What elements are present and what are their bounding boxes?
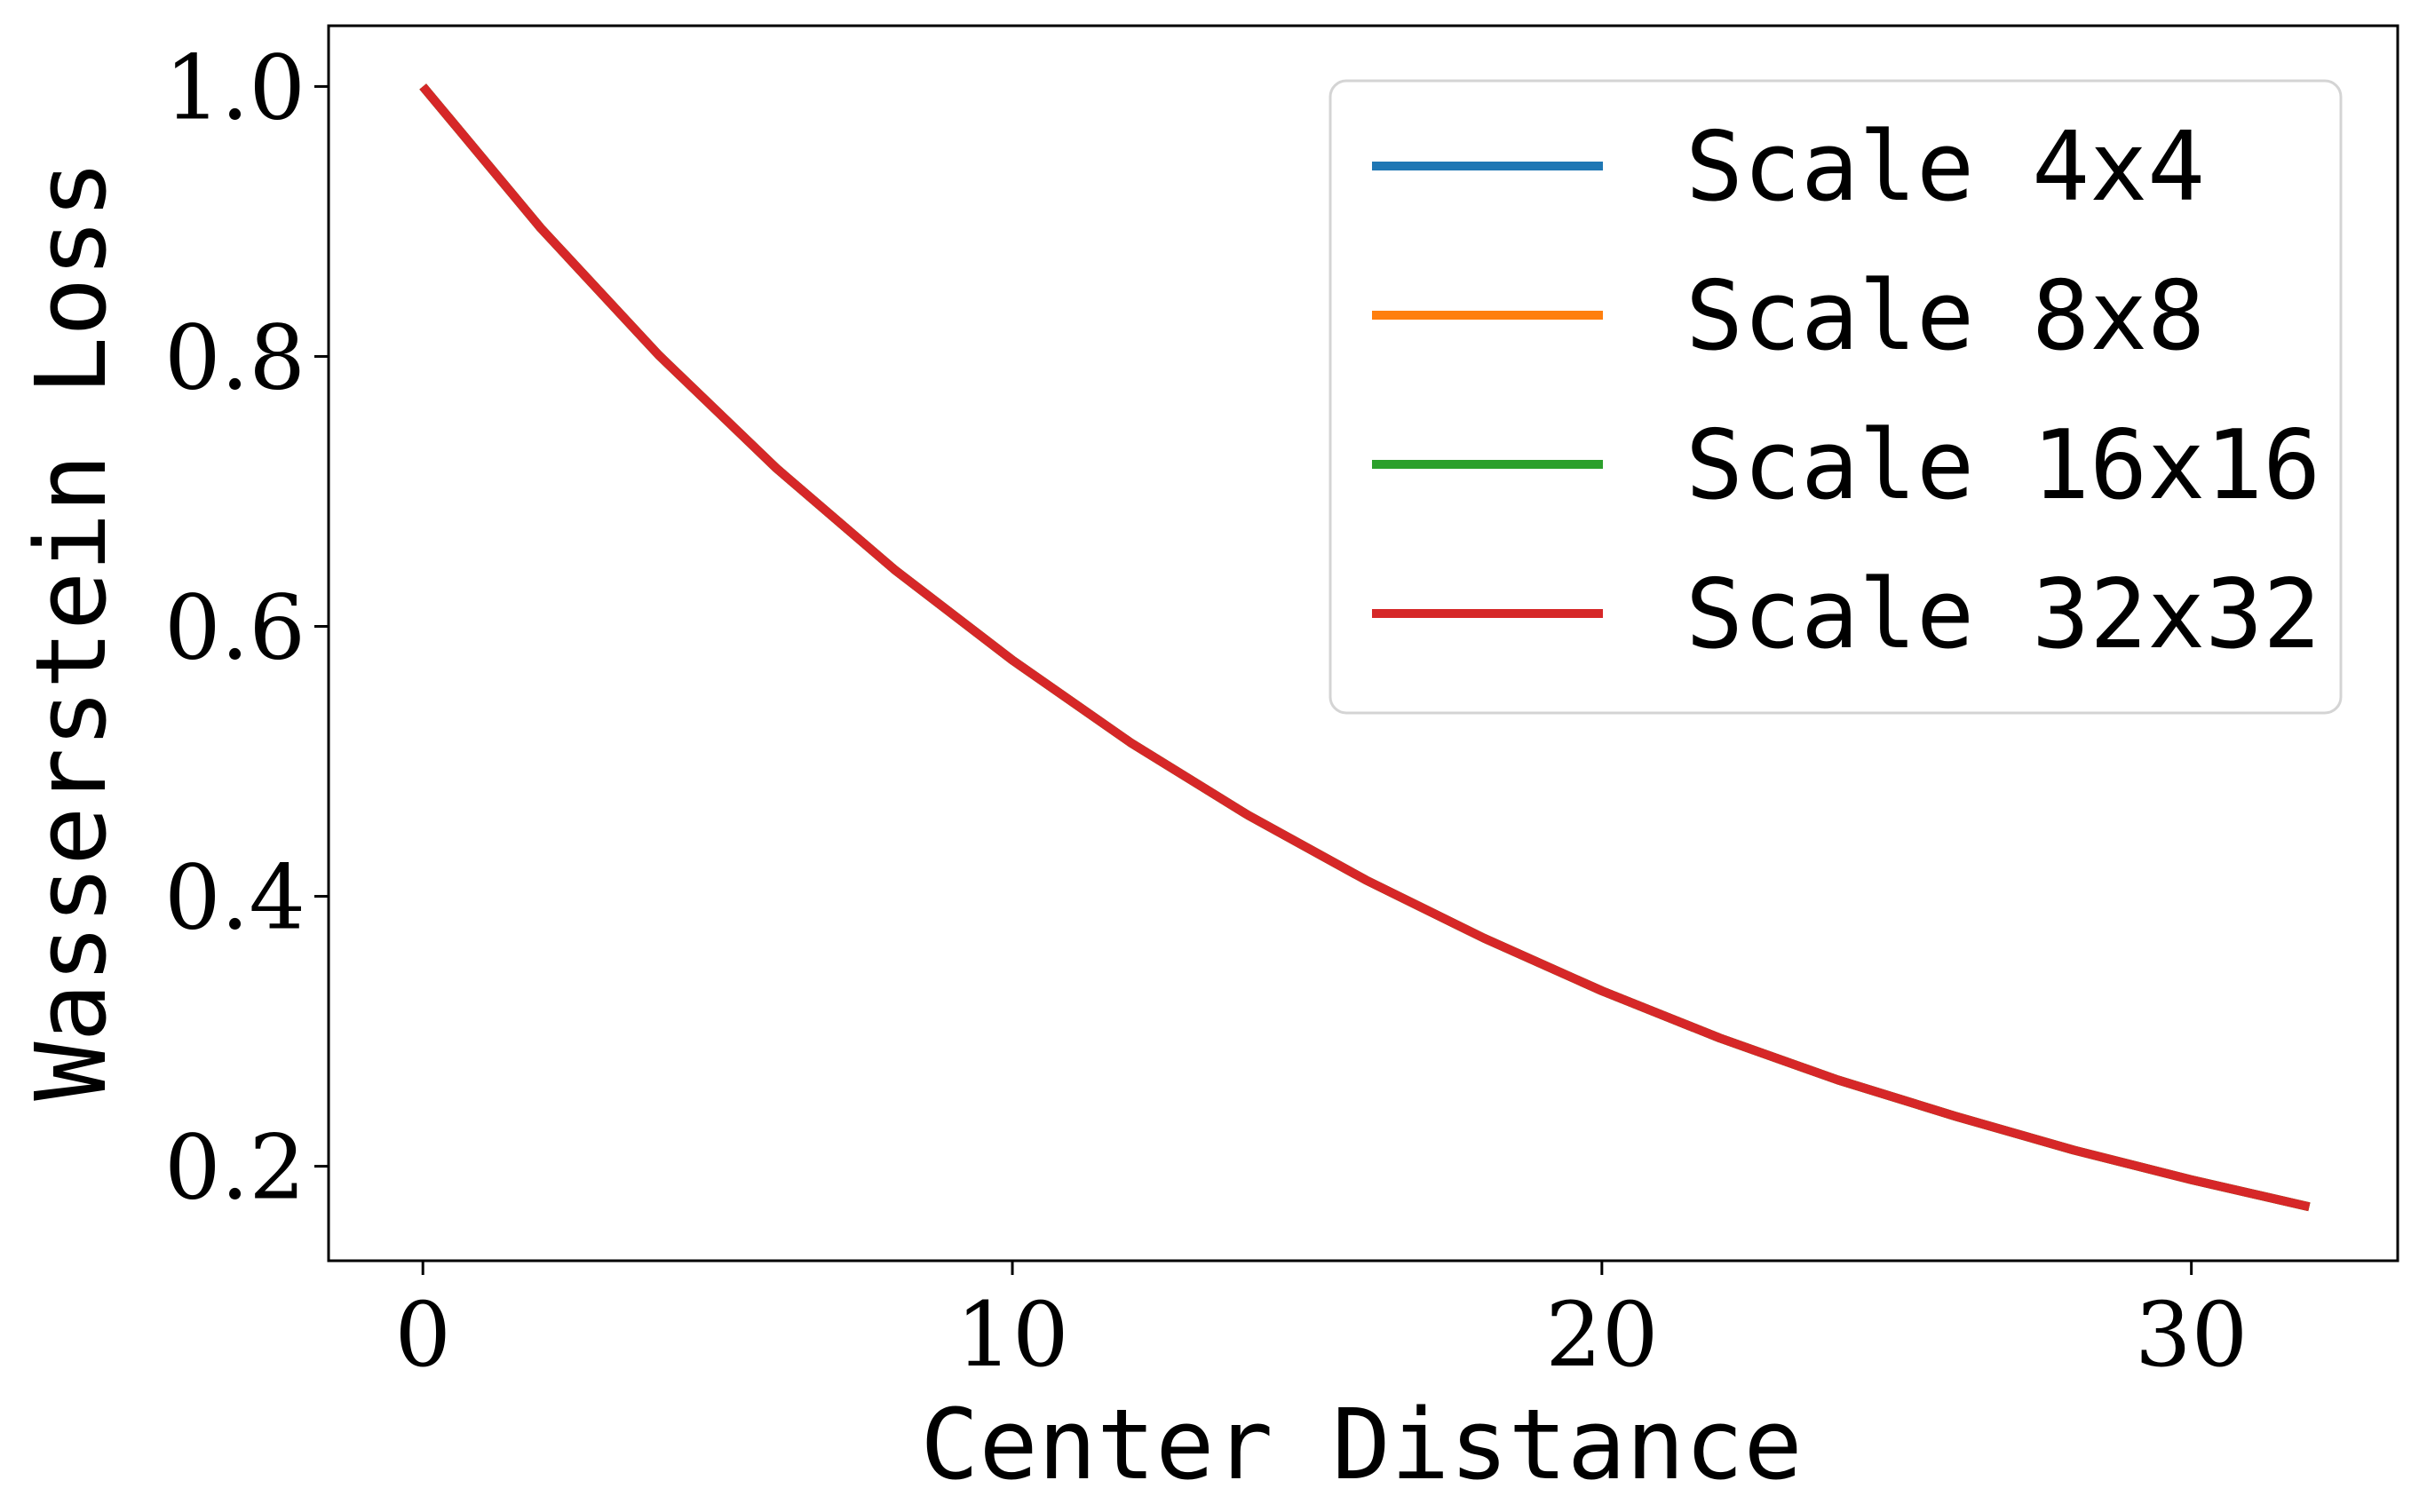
y-tick-label: 1.0 — [164, 36, 305, 139]
y-tick-label: 0.6 — [164, 575, 305, 679]
x-tick-label: 10 — [956, 1283, 1068, 1387]
y-axis: 0.2 0.4 0.6 0.8 1.0 — [164, 36, 329, 1220]
legend-frame — [1328, 79, 2343, 715]
x-axis-label: Center Distance — [920, 1388, 1802, 1501]
y-tick-label: 0.8 — [164, 305, 305, 409]
legend-label: Scale 16x16 — [1685, 410, 2320, 521]
x-axis: 0 10 20 30 — [394, 1261, 2248, 1387]
x-tick-label: 0 — [394, 1283, 451, 1387]
legend: Scale 4x4 Scale 8x8 Scale 16x16 Scale 32x32 — [1328, 79, 2343, 715]
series-layer — [419, 83, 2311, 1212]
series-line-4 — [419, 83, 2311, 1212]
legend-items: Scale 4x4 Scale 8x8 Scale 16x16 Scale 32x32 — [1372, 112, 2320, 670]
legend-label: Scale 4x4 — [1685, 112, 2205, 223]
legend-label: Scale 8x8 — [1685, 261, 2205, 372]
x-tick-label: 20 — [1545, 1283, 1658, 1387]
legend-label: Scale 32x32 — [1685, 559, 2320, 670]
plot-frame — [327, 24, 2399, 1263]
y-tick-label: 0.4 — [164, 846, 305, 950]
y-axis-label: Wasserstein Loss — [14, 160, 128, 1101]
y-tick-label: 0.2 — [164, 1116, 305, 1220]
x-tick-label: 30 — [2135, 1283, 2248, 1387]
